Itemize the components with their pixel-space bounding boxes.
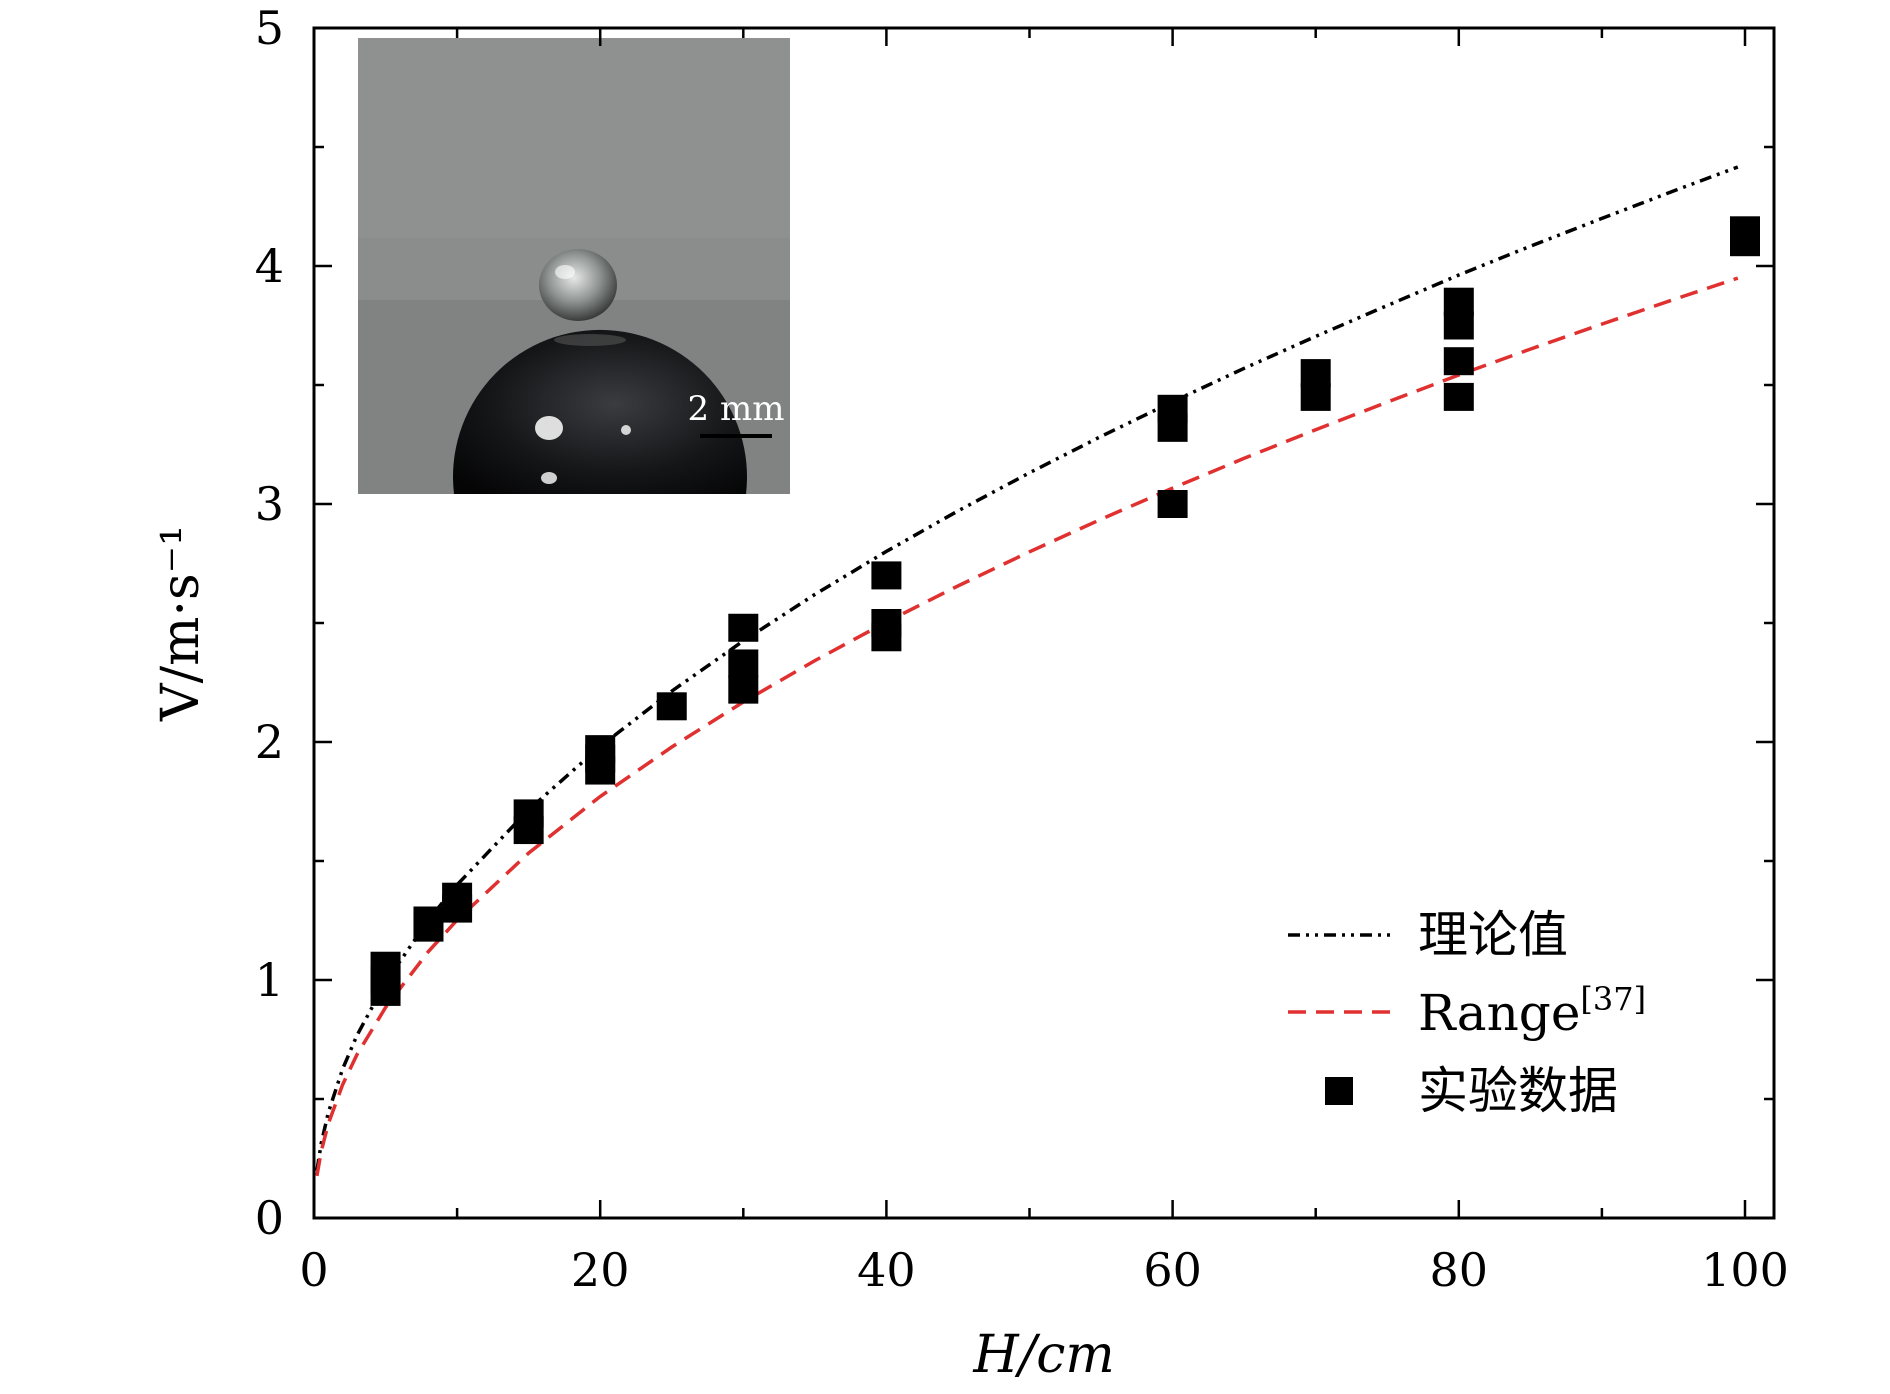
x-tick-label: 20 bbox=[571, 1243, 630, 1297]
data-point bbox=[413, 913, 444, 942]
x-tick-label: 0 bbox=[299, 1243, 328, 1297]
y-axis-label: V/m·s⁻¹ bbox=[151, 525, 211, 722]
y-tick-label: 2 bbox=[255, 715, 284, 769]
sphere-image bbox=[453, 329, 747, 494]
series-theory-line bbox=[315, 165, 1739, 1172]
legend-range-superscript: [37] bbox=[1580, 980, 1646, 1018]
data-point bbox=[1300, 382, 1331, 411]
y-tick-label: 1 bbox=[255, 953, 284, 1007]
legend-range-label: Range[37] bbox=[1418, 980, 1646, 1042]
y-tick-label: 5 bbox=[255, 1, 284, 55]
legend-range-text: Range bbox=[1418, 984, 1580, 1042]
data-point bbox=[1443, 382, 1474, 411]
data-point bbox=[1157, 490, 1188, 518]
legend: 理论值 Range[37] 实验数据 bbox=[1288, 906, 1646, 1120]
y-tick-label: 0 bbox=[255, 1191, 284, 1245]
x-axis: 0 20 40 60 80 100 bbox=[299, 28, 1789, 1297]
scale-bar-label: 2 mm bbox=[688, 389, 785, 429]
data-point bbox=[728, 649, 759, 678]
inset-photo: 2 mm bbox=[358, 38, 790, 494]
legend-experiment-label: 实验数据 bbox=[1418, 1062, 1618, 1120]
data-point bbox=[871, 623, 902, 652]
data-point bbox=[442, 894, 473, 923]
y-tick-label: 3 bbox=[255, 477, 284, 531]
data-point bbox=[1443, 347, 1474, 376]
x-tick-label: 100 bbox=[1701, 1243, 1789, 1297]
x-tick-label: 40 bbox=[857, 1243, 916, 1297]
y-tick-label: 4 bbox=[255, 239, 284, 293]
data-point bbox=[871, 561, 902, 590]
legend-theory-label: 理论值 bbox=[1418, 906, 1568, 964]
data-point bbox=[1443, 311, 1474, 340]
data-point bbox=[1157, 413, 1188, 442]
data-point bbox=[728, 613, 759, 642]
data-point bbox=[656, 692, 687, 721]
legend-experiment-swatch bbox=[1325, 1077, 1353, 1105]
data-point bbox=[585, 756, 616, 785]
x-tick-label: 60 bbox=[1143, 1243, 1202, 1297]
x-tick-label: 80 bbox=[1430, 1243, 1489, 1297]
data-point bbox=[513, 816, 544, 845]
x-axis-label: H/cm bbox=[972, 1325, 1114, 1385]
data-point bbox=[1443, 287, 1474, 316]
data-point bbox=[1730, 228, 1760, 257]
data-point bbox=[728, 675, 759, 704]
series-experiment-markers bbox=[370, 216, 1760, 1006]
data-point bbox=[370, 977, 401, 1006]
droplet-image bbox=[539, 249, 617, 321]
y-axis: 0 1 2 3 4 5 bbox=[255, 1, 1774, 1245]
data-point bbox=[1300, 359, 1331, 388]
series-range-line bbox=[315, 276, 1739, 1177]
